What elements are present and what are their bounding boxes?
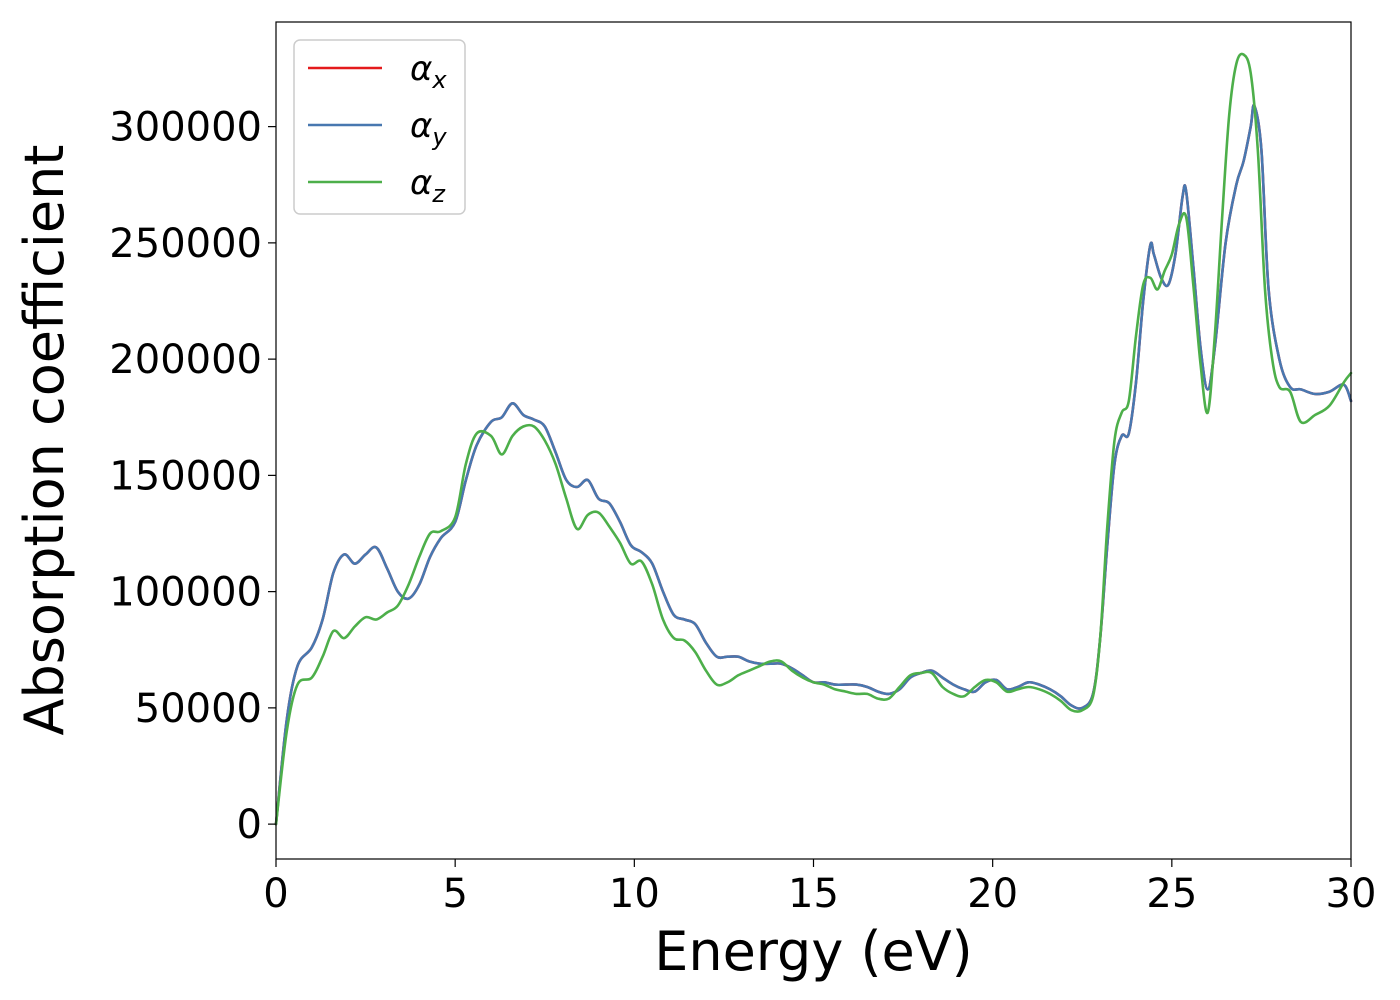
legend-box xyxy=(293,39,466,215)
y-axis-title: Absorption coefficient xyxy=(13,145,76,736)
y-tick-label: 0 xyxy=(237,802,262,848)
x-tick-label: 5 xyxy=(442,871,467,917)
y-tick-label: 250000 xyxy=(109,221,262,267)
x-tick-label: 30 xyxy=(1326,871,1377,917)
y-tick-label: 50000 xyxy=(135,686,262,732)
x-tick-label: 0 xyxy=(263,871,288,917)
y-tick-label: 200000 xyxy=(109,337,262,383)
y-axis: 0 50000 100000 150000 200000 250000 300000 xyxy=(109,105,276,848)
series-line-alpha-z xyxy=(274,52,1353,826)
x-tick-label: 10 xyxy=(609,871,660,917)
series-line-alpha-y xyxy=(274,103,1353,826)
x-tick-label: 25 xyxy=(1146,871,1197,917)
y-tick-label: 300000 xyxy=(109,105,262,151)
y-tick-label: 150000 xyxy=(109,453,262,499)
x-axis-title: Energy (eV) xyxy=(654,920,973,983)
y-tick-label: 100000 xyxy=(109,570,262,616)
x-tick-label: 15 xyxy=(788,871,839,917)
series-layer xyxy=(274,52,1353,826)
x-tick-label: 20 xyxy=(967,871,1018,917)
x-axis: 0 5 10 15 20 25 30 xyxy=(263,859,1376,917)
